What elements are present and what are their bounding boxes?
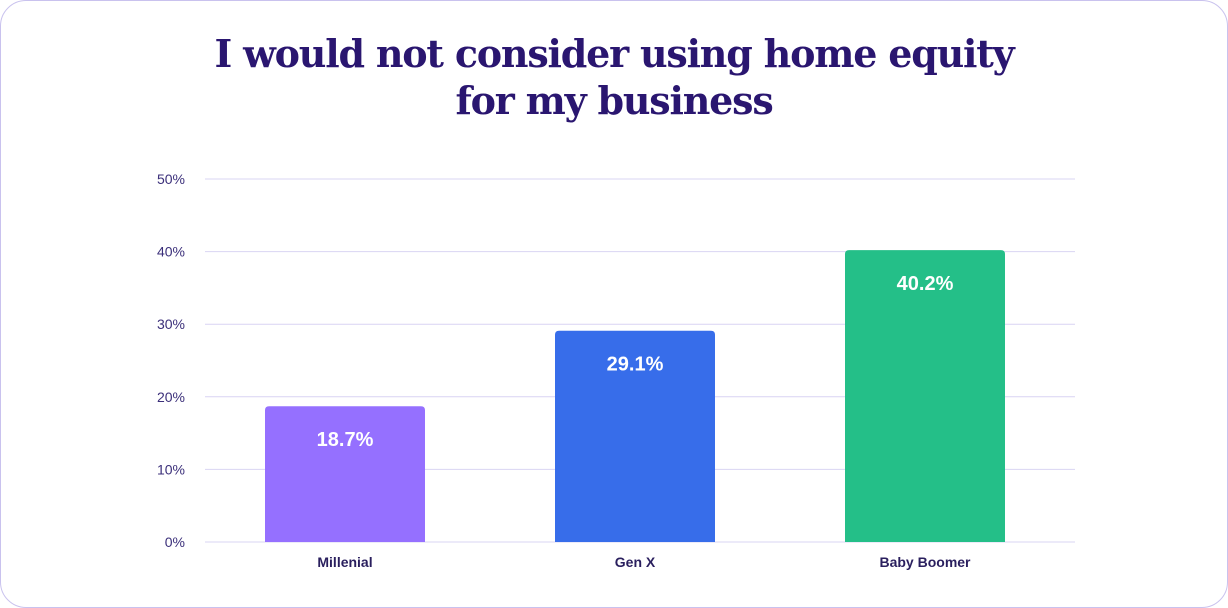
bar-value-label: 29.1% [607, 354, 664, 376]
bar-value-labels: 18.7% 29.1% 40.2% [317, 273, 954, 451]
y-tick-label: 10% [157, 461, 185, 477]
y-axis-tick-labels: 0% 10% 20% 30% 40% 50% [157, 171, 185, 550]
chart-title-line-2: for my business [455, 78, 773, 123]
y-tick-label: 50% [157, 171, 185, 187]
chart-title-line-1: I would not consider using home equity [214, 31, 1015, 76]
bars [265, 250, 1005, 542]
bar-value-label: 18.7% [317, 429, 374, 451]
x-category-label: Millenial [317, 554, 372, 570]
y-tick-label: 30% [157, 316, 185, 332]
bar [265, 406, 425, 542]
bar [845, 250, 1005, 542]
y-tick-label: 40% [157, 244, 185, 260]
bar-value-label: 40.2% [897, 273, 954, 295]
x-category-label: Baby Boomer [879, 554, 971, 570]
bar [555, 330, 715, 542]
y-tick-label: 0% [165, 534, 185, 550]
x-category-label: Gen X [615, 554, 656, 570]
y-tick-label: 20% [157, 389, 185, 405]
x-axis-category-labels: Millenial Gen X Baby Boomer [317, 554, 971, 570]
chart-title: I would not consider using home equity f… [0, 30, 1228, 124]
